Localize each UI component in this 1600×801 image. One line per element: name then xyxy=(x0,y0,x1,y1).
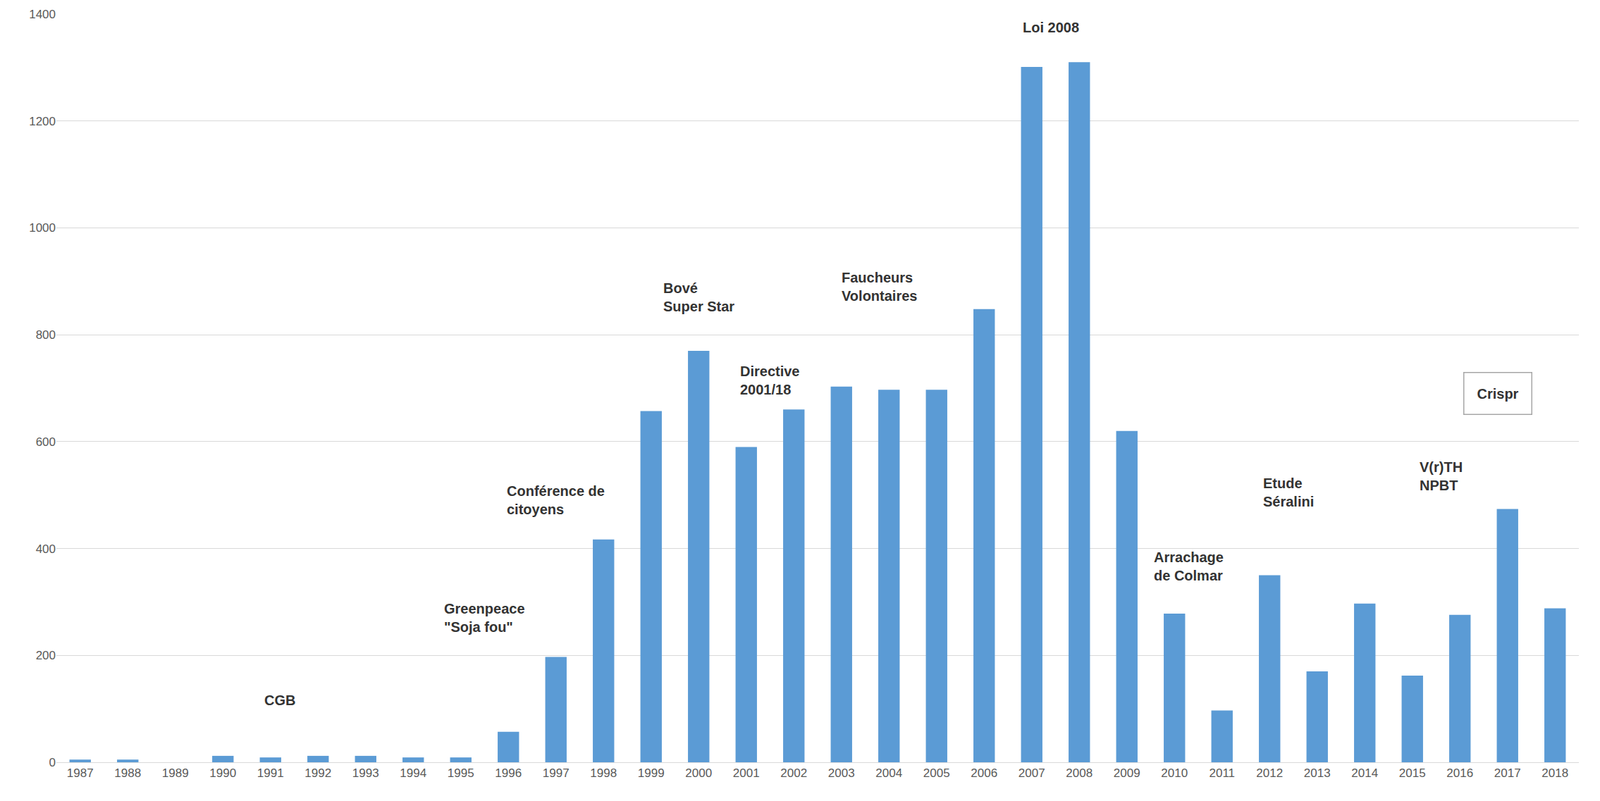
svg-text:1991: 1991 xyxy=(257,766,285,781)
svg-text:Greenpeace"Soja fou": Greenpeace"Soja fou" xyxy=(444,601,526,636)
svg-text:2012: 2012 xyxy=(1256,766,1283,781)
svg-text:2007: 2007 xyxy=(1018,766,1046,781)
svg-text:2009: 2009 xyxy=(1113,766,1141,781)
svg-text:800: 800 xyxy=(35,328,56,342)
svg-text:1995: 1995 xyxy=(447,766,475,781)
svg-text:2002: 2002 xyxy=(780,766,808,781)
svg-text:2008: 2008 xyxy=(1065,766,1093,781)
svg-text:2018: 2018 xyxy=(1541,766,1569,781)
svg-text:BovéSuper Star: BovéSuper Star xyxy=(663,280,735,315)
svg-text:Directive2001/18: Directive2001/18 xyxy=(740,363,800,398)
svg-text:2006: 2006 xyxy=(970,766,998,781)
svg-text:1990: 1990 xyxy=(209,766,237,781)
svg-text:2014: 2014 xyxy=(1351,766,1378,781)
svg-text:2000: 2000 xyxy=(685,766,712,781)
svg-text:200: 200 xyxy=(35,649,56,663)
svg-text:1200: 1200 xyxy=(28,114,56,129)
svg-text:2017: 2017 xyxy=(1494,766,1522,781)
svg-text:2013: 2013 xyxy=(1303,766,1331,781)
svg-text:2005: 2005 xyxy=(923,766,951,781)
svg-text:2003: 2003 xyxy=(828,766,855,781)
svg-text:1988: 1988 xyxy=(114,766,141,781)
svg-text:Conférence decitoyens: Conférence decitoyens xyxy=(506,483,605,518)
svg-text:2004: 2004 xyxy=(875,766,903,781)
svg-text:1997: 1997 xyxy=(542,766,570,781)
svg-text:EtudeSéralini: EtudeSéralini xyxy=(1263,475,1314,510)
svg-text:2015: 2015 xyxy=(1399,766,1426,781)
svg-text:0: 0 xyxy=(49,756,56,770)
svg-text:Arrachagede Colmar: Arrachagede Colmar xyxy=(1153,549,1224,584)
svg-text:1400: 1400 xyxy=(28,7,56,22)
svg-text:1998: 1998 xyxy=(589,766,617,781)
svg-text:2011: 2011 xyxy=(1208,766,1235,781)
svg-text:CGB: CGB xyxy=(264,692,296,709)
svg-text:2010: 2010 xyxy=(1160,766,1188,781)
svg-text:1994: 1994 xyxy=(399,766,427,781)
svg-text:1989: 1989 xyxy=(162,766,189,781)
svg-text:1992: 1992 xyxy=(304,766,332,781)
svg-text:Crispr: Crispr xyxy=(1477,386,1519,402)
svg-text:1987: 1987 xyxy=(66,766,94,781)
svg-text:1996: 1996 xyxy=(494,766,522,781)
svg-text:Loi 2008: Loi 2008 xyxy=(1022,19,1080,36)
svg-text:FaucheursVolontaires: FaucheursVolontaires xyxy=(841,269,918,304)
svg-text:1000: 1000 xyxy=(28,221,56,235)
svg-text:400: 400 xyxy=(35,542,56,557)
svg-text:V(r)THNPBT: V(r)THNPBT xyxy=(1419,459,1463,494)
svg-text:2001: 2001 xyxy=(733,766,760,781)
svg-text:600: 600 xyxy=(35,435,56,449)
svg-text:1993: 1993 xyxy=(352,766,380,781)
svg-text:2016: 2016 xyxy=(1446,766,1474,781)
svg-text:1999: 1999 xyxy=(637,766,665,781)
